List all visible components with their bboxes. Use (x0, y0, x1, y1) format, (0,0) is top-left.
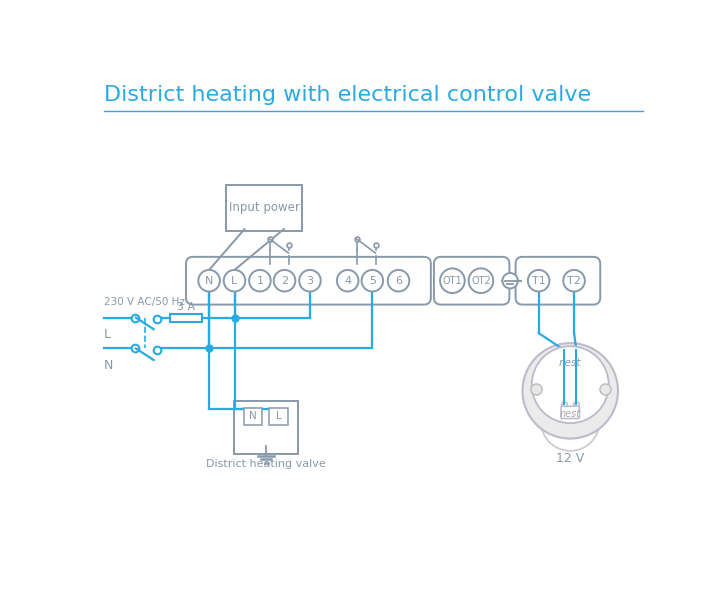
FancyBboxPatch shape (170, 314, 202, 321)
Circle shape (502, 273, 518, 289)
Text: T2: T2 (567, 276, 581, 286)
Circle shape (299, 270, 321, 292)
Circle shape (337, 270, 358, 292)
Text: 3: 3 (306, 276, 314, 286)
FancyBboxPatch shape (561, 406, 579, 419)
Text: N: N (249, 411, 257, 421)
FancyBboxPatch shape (434, 257, 510, 305)
Text: nest: nest (560, 409, 581, 419)
Circle shape (362, 270, 383, 292)
Text: Input power: Input power (229, 201, 300, 214)
Circle shape (563, 270, 585, 292)
Circle shape (274, 270, 296, 292)
Circle shape (440, 268, 464, 293)
Text: 4: 4 (344, 276, 351, 286)
Text: 6: 6 (395, 276, 402, 286)
Text: T1: T1 (531, 276, 545, 286)
Text: L: L (103, 328, 111, 341)
Text: N: N (205, 276, 213, 286)
Text: OT2: OT2 (471, 276, 491, 286)
Circle shape (469, 268, 494, 293)
FancyBboxPatch shape (269, 407, 288, 425)
Circle shape (198, 270, 220, 292)
Text: 2: 2 (281, 276, 288, 286)
Circle shape (541, 393, 599, 451)
Circle shape (523, 343, 618, 438)
Text: OT1: OT1 (443, 276, 462, 286)
FancyBboxPatch shape (515, 257, 601, 305)
Text: L: L (275, 411, 281, 421)
Text: District heating valve: District heating valve (206, 459, 326, 469)
Text: 1: 1 (256, 276, 264, 286)
Text: 3 A: 3 A (177, 302, 195, 311)
FancyBboxPatch shape (234, 401, 298, 454)
Text: 12 V: 12 V (556, 453, 585, 466)
Circle shape (528, 270, 550, 292)
FancyBboxPatch shape (226, 185, 302, 230)
Circle shape (531, 346, 609, 423)
Text: N: N (103, 359, 113, 372)
FancyBboxPatch shape (244, 407, 262, 425)
Text: 230 V AC/50 Hz: 230 V AC/50 Hz (103, 297, 184, 307)
Text: 5: 5 (369, 276, 376, 286)
Circle shape (249, 270, 271, 292)
FancyBboxPatch shape (186, 257, 431, 305)
Text: L: L (232, 276, 237, 286)
Text: District heating with electrical control valve: District heating with electrical control… (103, 85, 590, 105)
Circle shape (388, 270, 409, 292)
Text: nest: nest (559, 358, 582, 368)
Circle shape (223, 270, 245, 292)
